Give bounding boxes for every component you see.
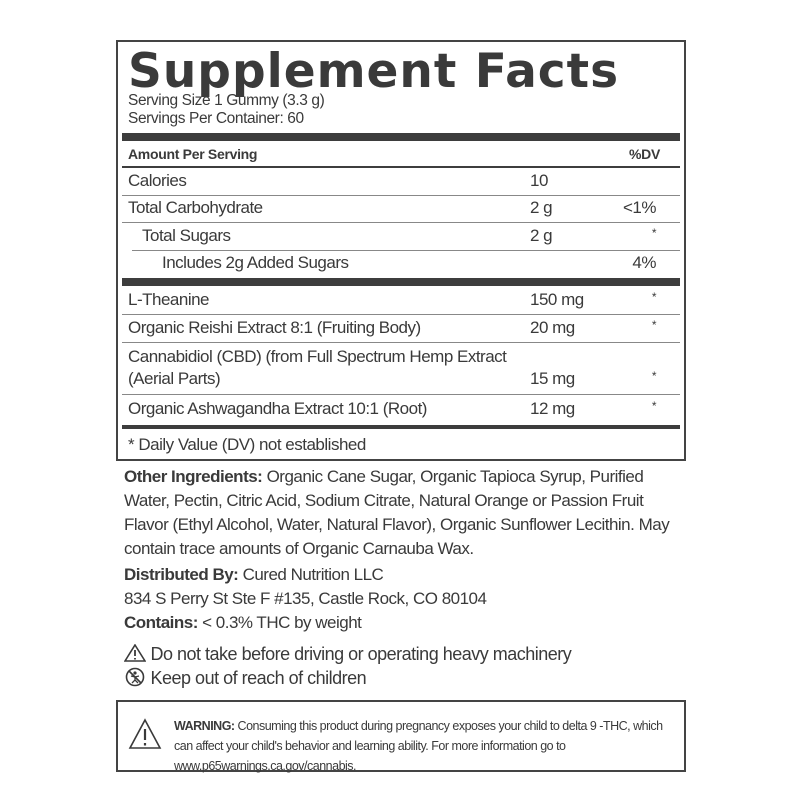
ingredient-row: Organic Reishi Extract 8:1 (Fruiting Bod…	[128, 318, 657, 337]
distributed-by: Distributed By: Cured Nutrition LLC	[124, 565, 384, 584]
divider	[132, 250, 680, 251]
divider	[122, 394, 680, 395]
other-ingredients: Other Ingredients: Organic Cane Sugar, O…	[124, 467, 670, 558]
ingredient-row: Organic Ashwagandha Extract 10:1 (Root) 1…	[128, 399, 657, 418]
footnote: * Daily Value (DV) not established	[128, 435, 366, 454]
ingredient-row: L-Theanine 150 mg *	[128, 290, 657, 309]
nutrient-row: Total Sugars 2 g *	[142, 226, 657, 245]
supplement-facts-panel: Supplement Facts Serving Size 1 Gummy (3…	[116, 40, 686, 461]
header-row: Amount Per Serving %DV	[128, 146, 674, 170]
divider-thick	[122, 425, 680, 429]
dv-header: %DV	[629, 146, 660, 162]
caution-children: Keep out of reach of children	[124, 666, 684, 690]
divider	[122, 342, 680, 343]
serving-size: Serving Size 1 Gummy (3.3 g)	[128, 92, 325, 109]
divider	[122, 166, 680, 168]
contains: Contains: < 0.3% THC by weight	[124, 613, 362, 632]
distributor-address: 834 S Perry St Ste F #135, Castle Rock, …	[124, 589, 487, 608]
divider-thick	[122, 133, 680, 141]
nutrient-row: Calories 10	[128, 171, 548, 190]
caution-driving: Do not take before driving or operating …	[123, 642, 684, 666]
divider	[122, 195, 680, 196]
panel-title: Supplement Facts	[128, 44, 620, 99]
warning-triangle-icon	[123, 643, 147, 662]
warning-triangle-icon	[128, 718, 162, 749]
no-children-icon	[125, 667, 145, 687]
servings-per-container: Servings Per Container: 60	[128, 110, 304, 127]
divider-thick	[122, 278, 680, 286]
divider	[122, 314, 680, 315]
ingredient-row: Cannabidiol (CBD) (from Full Spectrum He…	[128, 347, 657, 388]
amount-header: Amount Per Serving	[128, 146, 258, 162]
prop65-warning-box: WARNING: Consuming this product during p…	[116, 700, 686, 773]
nutrient-row: Includes 2g Added Sugars 4%	[162, 253, 656, 272]
nutrient-row: Total Carbohydrate 2 g <1%	[128, 198, 657, 217]
warning-text: WARNING: Consuming this product during p…	[174, 719, 663, 773]
divider	[122, 222, 680, 223]
